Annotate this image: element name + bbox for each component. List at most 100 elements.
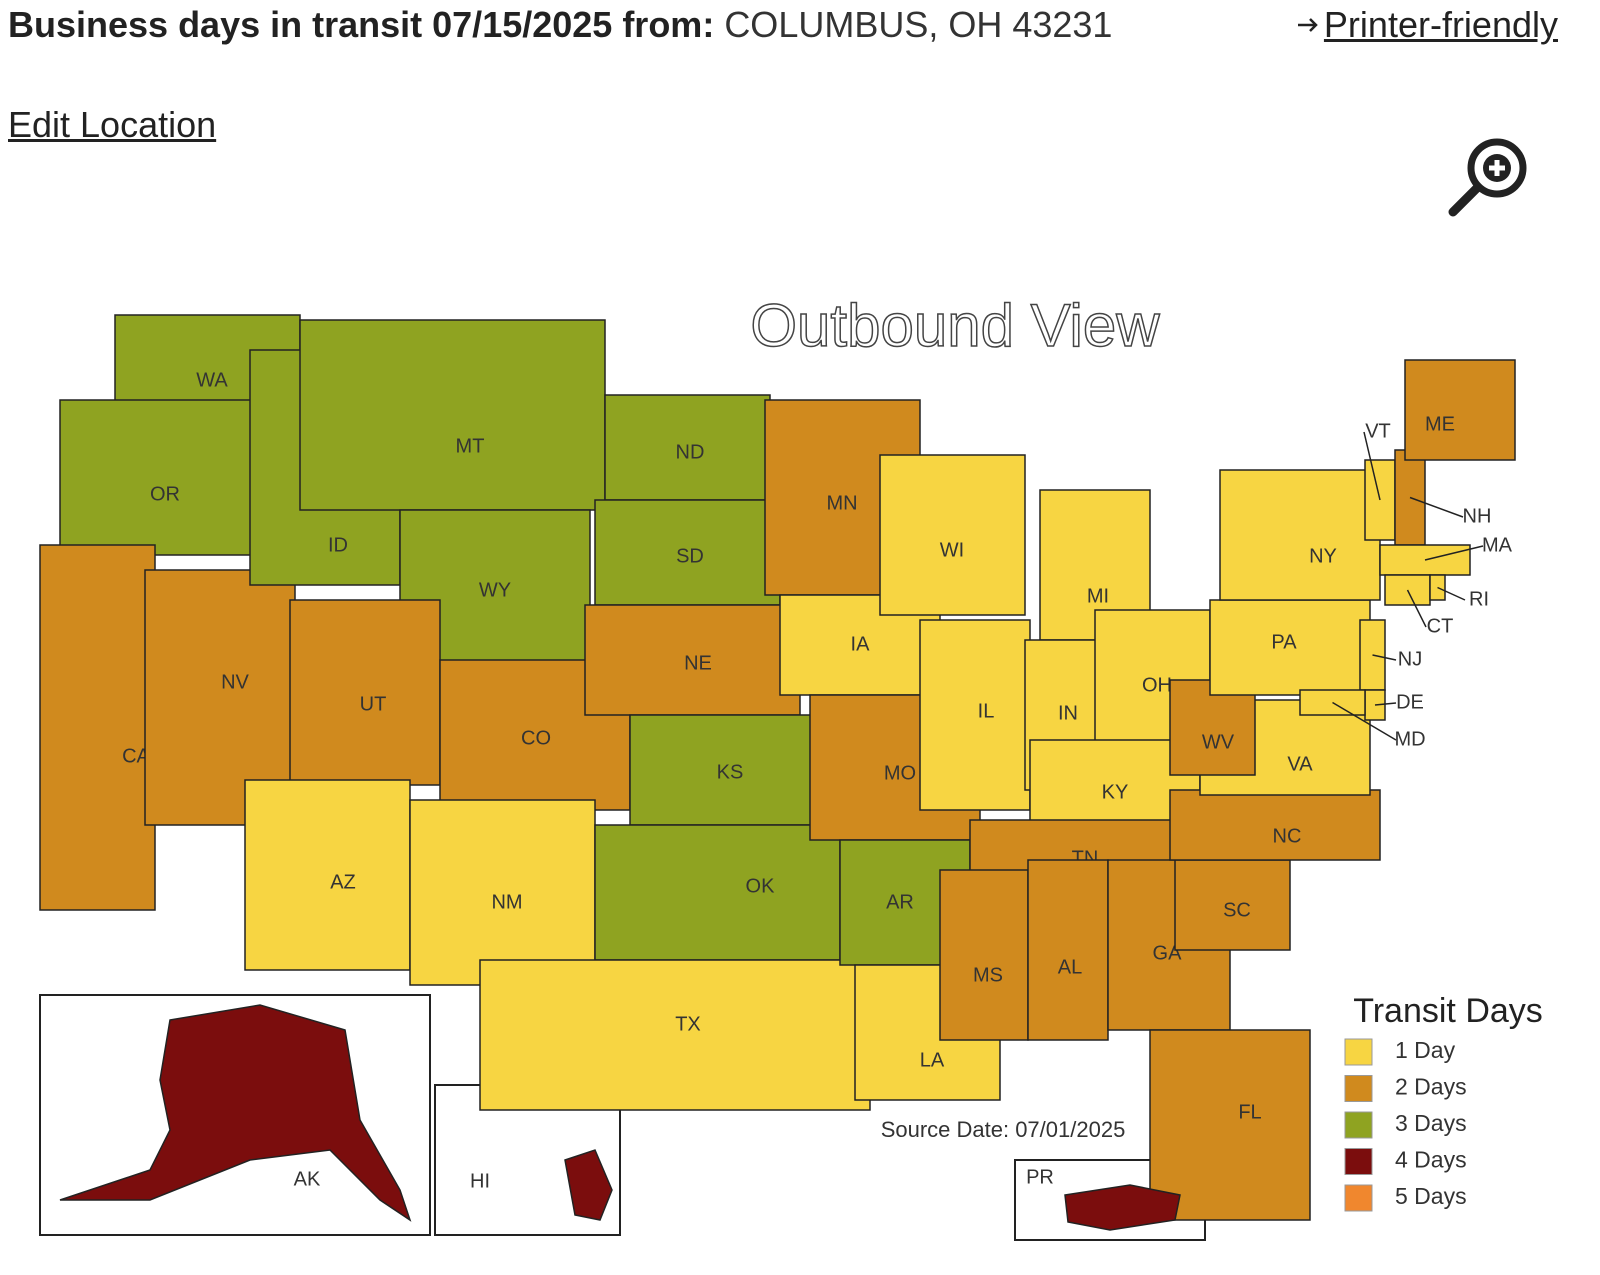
leader-line (1409, 496, 1464, 518)
state-label: TX (675, 1013, 701, 1035)
state (1169, 789, 1381, 861)
printer-friendly[interactable]: Printer-friendly (1294, 4, 1558, 46)
state-label: MT (456, 435, 485, 457)
state (1219, 469, 1381, 601)
leader-line (1372, 654, 1397, 661)
state (59, 399, 261, 556)
state-label: OR (150, 483, 180, 505)
state-label: CA (122, 745, 150, 767)
state-label: KY (1102, 781, 1129, 803)
state (919, 619, 1031, 811)
origin: COLUMBUS, OH 43231 (724, 4, 1113, 45)
header-title: Business days in transit 07/15/2025 from… (8, 4, 715, 45)
state-label: ID (328, 534, 348, 556)
state-label: NE (684, 652, 712, 674)
state-label: MN (826, 492, 857, 514)
state (1027, 859, 1109, 1041)
state (409, 799, 596, 986)
state-label: LA (920, 1049, 945, 1071)
state-label: UT (360, 693, 387, 715)
state (1149, 1029, 1311, 1221)
state (564, 1149, 613, 1221)
state-label: AL (1058, 956, 1082, 978)
state (584, 604, 801, 716)
state-label: MA (1482, 534, 1513, 556)
state-label: AK (294, 1168, 321, 1190)
state-label: NV (221, 671, 249, 693)
state-label: PA (1271, 631, 1297, 653)
arrow-icon (1297, 18, 1318, 32)
state (39, 544, 156, 911)
legend-label: 1 Day (1395, 1037, 1456, 1063)
state-label: MS (973, 964, 1003, 986)
state (1209, 599, 1371, 696)
state-label: AZ (330, 871, 356, 893)
legend-swatch (1344, 1148, 1373, 1175)
state (244, 779, 411, 971)
state-label: OK (746, 875, 776, 897)
state-label: MD (1394, 728, 1425, 750)
state-label: RI (1469, 588, 1489, 610)
legend-label: 4 Days (1395, 1147, 1467, 1173)
state-label: KS (717, 761, 744, 783)
state-label: WA (196, 369, 228, 391)
state-label: AR (886, 891, 914, 913)
state (299, 319, 606, 511)
state-label: VT (1365, 420, 1391, 442)
legend-label: 5 Days (1395, 1183, 1467, 1209)
state-label: WV (1202, 731, 1235, 753)
state (1169, 679, 1256, 776)
leader-line (1424, 545, 1484, 561)
state (879, 454, 1026, 616)
state-label: DE (1396, 691, 1424, 713)
leader-line (1437, 586, 1466, 601)
header: Business days in transit 07/15/2025 from… (8, 4, 1112, 46)
state-label: CO (521, 727, 551, 749)
state (629, 714, 836, 826)
state-label: NJ (1398, 648, 1422, 670)
state-label: WI (940, 539, 964, 561)
legend-swatch (1344, 1038, 1373, 1066)
state (1174, 859, 1291, 951)
state-label: MO (884, 762, 916, 784)
state-label: HI (470, 1170, 490, 1192)
state-label: SD (676, 545, 704, 567)
legend-swatch (1344, 1075, 1373, 1102)
state-label: MI (1087, 585, 1109, 607)
state-label: IN (1058, 702, 1078, 724)
state-label: SC (1223, 899, 1251, 921)
zoom-icon[interactable] (1445, 138, 1535, 220)
state (289, 599, 441, 786)
state-label: CT (1427, 615, 1454, 637)
state-label: PR (1026, 1166, 1054, 1188)
leader-line (1363, 431, 1381, 501)
leader-line (1406, 589, 1427, 628)
state-label: OH (1142, 674, 1172, 696)
leader-line (1332, 701, 1397, 741)
state (594, 824, 841, 961)
state-label: NY (1309, 545, 1337, 567)
state-label: ND (676, 441, 705, 463)
legend-swatch (1344, 1184, 1373, 1212)
state (1064, 1184, 1181, 1231)
printer-link[interactable]: Printer-friendly (1323, 4, 1558, 45)
state-label: IL (978, 700, 995, 722)
state-label: FL (1238, 1101, 1261, 1123)
leader-line (1374, 702, 1397, 706)
legend-label: 3 Days (1395, 1110, 1467, 1136)
source-date: Source Date: 07/01/2025 (881, 1117, 1126, 1142)
legend-label: 2 Days (1395, 1074, 1467, 1100)
state (1384, 574, 1431, 606)
legend-title: Transit Days (1353, 992, 1543, 1030)
edit-location[interactable]: Edit Location (8, 104, 217, 145)
state-label: IA (851, 633, 871, 655)
state-label: NM (491, 891, 522, 913)
state-label: NH (1463, 505, 1492, 527)
state-label: NC (1273, 825, 1302, 847)
state (59, 1004, 412, 1222)
map-title: Outbound View (750, 292, 1160, 359)
state (1404, 359, 1516, 461)
legend-swatch (1344, 1111, 1373, 1139)
